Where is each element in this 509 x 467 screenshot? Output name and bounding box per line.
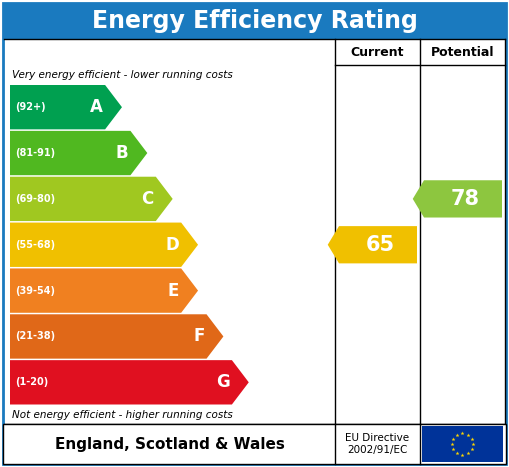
Text: G: G	[216, 373, 230, 391]
Text: (1-20): (1-20)	[15, 377, 48, 387]
Polygon shape	[10, 269, 198, 313]
Bar	[3, 424, 506, 464]
Text: D: D	[165, 236, 179, 254]
Text: Energy Efficiency Rating: Energy Efficiency Rating	[92, 9, 417, 33]
Text: 78: 78	[451, 189, 480, 209]
Polygon shape	[10, 131, 147, 175]
Text: (21-38): (21-38)	[15, 332, 55, 341]
Text: F: F	[193, 327, 205, 346]
Text: (39-54): (39-54)	[15, 286, 55, 296]
Text: Very energy efficient - lower running costs: Very energy efficient - lower running co…	[12, 70, 233, 80]
Polygon shape	[10, 177, 173, 221]
Polygon shape	[328, 226, 417, 263]
Polygon shape	[413, 180, 502, 218]
Text: (81-91): (81-91)	[15, 148, 55, 158]
Polygon shape	[10, 314, 223, 359]
Text: A: A	[90, 98, 103, 116]
Text: E: E	[168, 282, 179, 300]
Polygon shape	[10, 360, 249, 404]
Polygon shape	[10, 223, 198, 267]
Text: EU Directive
2002/91/EC: EU Directive 2002/91/EC	[346, 433, 410, 455]
Polygon shape	[10, 85, 122, 129]
Text: 65: 65	[366, 235, 395, 255]
Text: England, Scotland & Wales: England, Scotland & Wales	[54, 437, 285, 452]
Text: B: B	[116, 144, 128, 162]
Text: (69-80): (69-80)	[15, 194, 55, 204]
Text: Potential: Potential	[431, 45, 494, 58]
Text: (55-68): (55-68)	[15, 240, 55, 250]
Bar	[422, 426, 503, 462]
Text: C: C	[142, 190, 154, 208]
Text: Not energy efficient - higher running costs: Not energy efficient - higher running co…	[12, 410, 233, 420]
Text: (92+): (92+)	[15, 102, 46, 112]
Text: Current: Current	[351, 45, 404, 58]
Bar	[3, 3, 506, 39]
